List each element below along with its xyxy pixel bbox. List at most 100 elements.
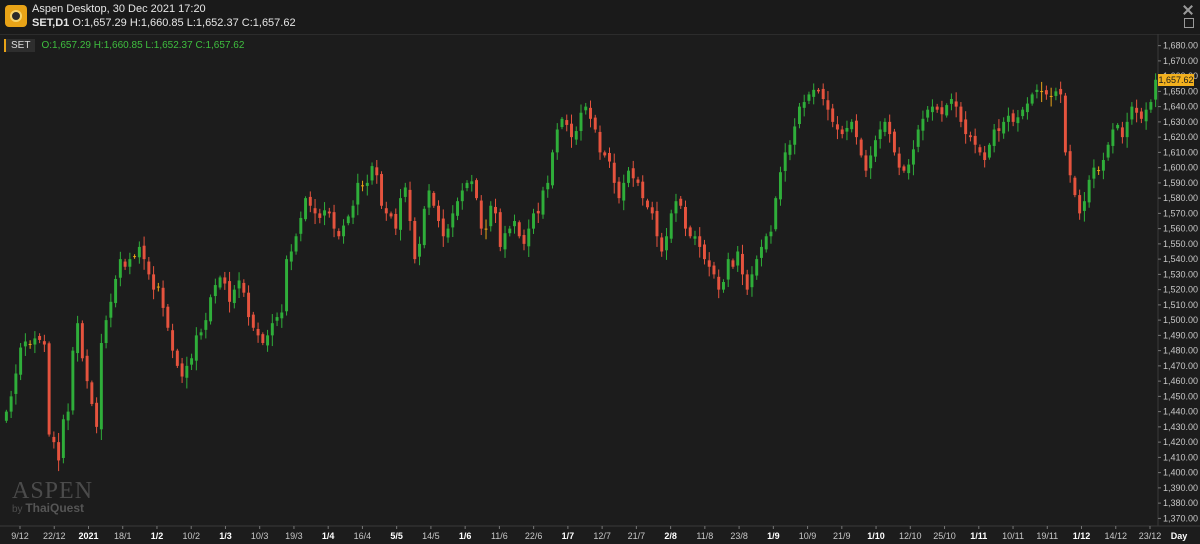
candle-body <box>1049 95 1053 97</box>
candle-body <box>38 335 42 340</box>
candle-body <box>631 168 635 179</box>
price-tick-label: 1,610.00 <box>1163 147 1198 157</box>
candle-body <box>209 297 213 322</box>
candle-body <box>356 182 360 205</box>
candle-body <box>308 196 312 206</box>
candle-body <box>1030 94 1034 104</box>
candle-body <box>1035 89 1039 92</box>
aspen-watermark: ASPEN by ThaiQuest <box>12 478 93 515</box>
price-tick-label: 1,590.00 <box>1163 178 1198 188</box>
candle-body <box>465 182 469 189</box>
candle-body <box>570 123 573 138</box>
candle-body <box>759 246 763 258</box>
candle-body <box>869 155 873 169</box>
candle-body <box>270 323 274 336</box>
candle-body <box>579 112 583 132</box>
candle-body <box>560 118 564 128</box>
candle-body <box>731 260 735 267</box>
candle-body <box>964 119 968 135</box>
candle-body <box>750 274 754 288</box>
time-tick-label: 9/12 <box>11 531 29 541</box>
candle-body <box>380 174 384 206</box>
candle-body <box>503 233 507 250</box>
candle-body <box>1101 160 1105 171</box>
last-price-label: 1,657.62 <box>1158 73 1194 86</box>
candle-body <box>384 208 388 214</box>
candle-body <box>930 106 934 113</box>
candle-body <box>1139 111 1143 119</box>
time-tick-label: 1/6 <box>459 531 472 541</box>
candle-body <box>1011 113 1015 122</box>
timeframe-label[interactable]: Day <box>1171 531 1188 541</box>
candle-body <box>717 276 721 290</box>
candle-body <box>152 274 156 290</box>
candle-body <box>646 200 649 208</box>
candle-body <box>788 144 792 155</box>
candle-body <box>1025 103 1029 113</box>
price-tick-label: 1,410.00 <box>1163 452 1198 462</box>
time-tick-label: 19/3 <box>285 531 303 541</box>
candle-body <box>821 88 825 99</box>
window-title: Aspen Desktop, 30 Dec 2021 17:20 <box>32 3 206 15</box>
candle-body <box>232 289 236 304</box>
legend-symbol-tag[interactable]: SET <box>4 38 36 52</box>
price-tick-label: 1,440.00 <box>1163 407 1198 417</box>
time-tick-label: 10/9 <box>799 531 817 541</box>
candle-body <box>1135 107 1139 113</box>
candle-body <box>897 153 901 168</box>
candle-body <box>1130 106 1134 120</box>
candle-body <box>470 181 474 185</box>
candle-body <box>736 251 740 266</box>
candle-body <box>175 350 179 366</box>
candle-body <box>812 89 816 97</box>
price-tick-label: 1,460.00 <box>1163 376 1198 386</box>
candle-body <box>432 192 436 206</box>
candle-body <box>641 181 645 199</box>
candle-body <box>916 129 920 147</box>
candle-body <box>774 198 778 230</box>
time-tick-label: 1/7 <box>562 531 575 541</box>
candle-body <box>1078 195 1082 214</box>
candle-body <box>370 166 374 181</box>
time-tick-label: 1/12 <box>1073 531 1091 541</box>
candle-body <box>42 341 46 345</box>
candle-body <box>845 127 849 132</box>
price-axis[interactable]: 1,680.001,670.001,660.001,650.001,640.00… <box>1157 34 1198 526</box>
candle-body <box>441 218 445 237</box>
candle-body <box>546 182 550 190</box>
candle-body <box>864 155 868 171</box>
candle-body <box>721 282 725 290</box>
candle-body <box>180 363 184 377</box>
candle-body <box>9 396 13 412</box>
candle-body <box>194 335 198 361</box>
price-tick-label: 1,510.00 <box>1163 300 1198 310</box>
time-axis[interactable]: 9/12 22/12 2021 18/1 1/2 10/2 1/3 10/3 19/3 1/4 16… <box>0 525 1200 541</box>
candle-body <box>992 129 996 146</box>
candle-body <box>593 117 597 130</box>
price-tick-label: 1,680.00 <box>1163 41 1198 51</box>
candle-body <box>418 243 422 257</box>
candle-body <box>978 147 982 153</box>
candle-body <box>323 210 327 216</box>
candle-body <box>551 152 554 186</box>
candle-body <box>826 100 830 110</box>
candle-body <box>954 101 958 107</box>
candle-body <box>527 228 531 247</box>
candle-body <box>508 228 512 234</box>
time-tick-label: 19/11 <box>1036 531 1058 541</box>
candle-body <box>327 211 331 214</box>
candle-body <box>247 292 251 318</box>
candle-body <box>745 274 749 290</box>
candle-body <box>802 102 806 108</box>
price-tick-label: 1,470.00 <box>1163 361 1198 371</box>
candle-body <box>1092 167 1096 179</box>
time-tick-label: 23/12 <box>1139 531 1162 541</box>
candle-body <box>949 99 953 104</box>
price-tick-label: 1,630.00 <box>1163 117 1198 127</box>
restore-window-icon[interactable] <box>1184 18 1194 28</box>
candle-body <box>1063 95 1067 153</box>
time-tick-label: 22/6 <box>525 531 543 541</box>
time-tick-label: 14/5 <box>422 531 440 541</box>
chart-legend: SET O:1,657.29 H:1,660.85 L:1,652.37 C:1… <box>4 38 244 52</box>
